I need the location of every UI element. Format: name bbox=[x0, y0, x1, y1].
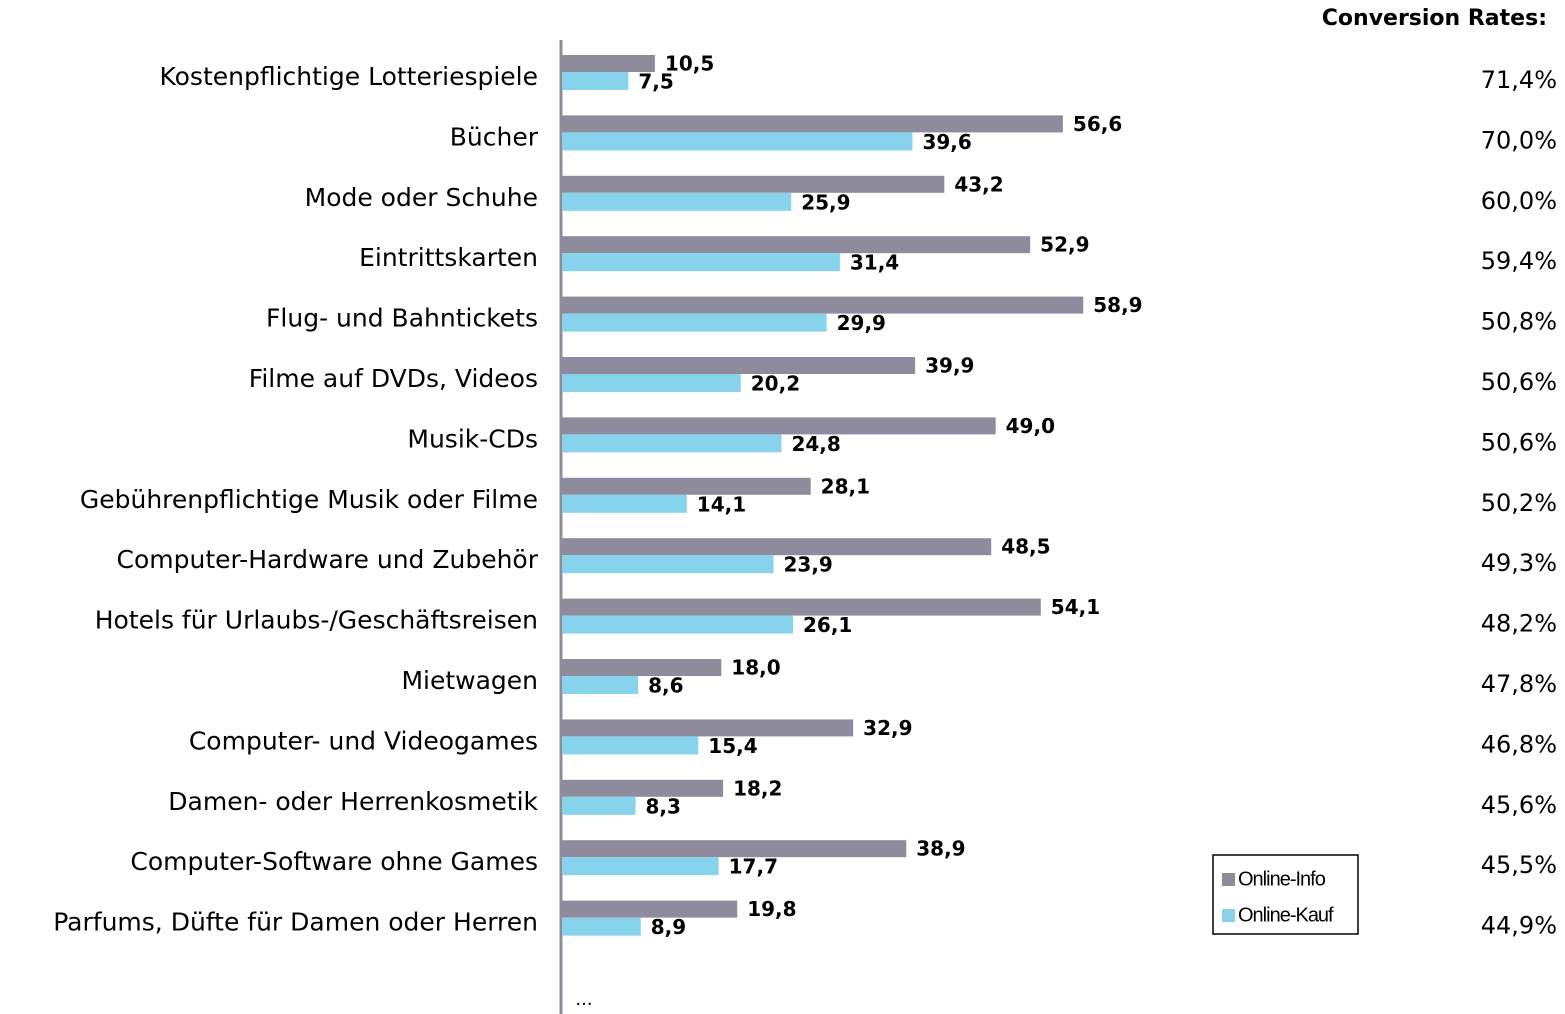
category-label: Filme auf DVDs, Videos bbox=[249, 364, 538, 393]
value-label: 8,9 bbox=[651, 915, 686, 939]
bar bbox=[562, 236, 1031, 254]
bar bbox=[562, 676, 639, 694]
value-label: 18,0 bbox=[731, 656, 780, 680]
bar bbox=[562, 175, 945, 193]
category-label: Kostenpflichtige Lotteriespiele bbox=[159, 62, 538, 91]
value-label: 31,4 bbox=[850, 251, 899, 275]
bar bbox=[562, 296, 1084, 314]
bar bbox=[562, 538, 992, 556]
bar bbox=[562, 357, 916, 374]
bar bbox=[562, 417, 996, 435]
value-label: 38,9 bbox=[916, 837, 965, 861]
value-label: 39,9 bbox=[925, 354, 974, 378]
legend-label: Online-Kauf bbox=[1238, 904, 1334, 926]
conversion-rate: 70,0% bbox=[1481, 126, 1557, 154]
category-label: Eintrittskarten bbox=[359, 243, 538, 272]
conversion-rate: 50,8% bbox=[1481, 308, 1557, 336]
category-label: Hotels für Urlaubs-/Geschäftsreisen bbox=[95, 606, 538, 635]
value-label: 52,9 bbox=[1040, 233, 1089, 257]
bar bbox=[562, 374, 741, 392]
bar bbox=[562, 192, 792, 211]
category-label: Computer- und Videogames bbox=[189, 726, 538, 755]
value-label: 20,2 bbox=[751, 372, 800, 396]
value-label: 14,1 bbox=[697, 492, 746, 516]
bar bbox=[562, 719, 854, 737]
category-label: Computer-Hardware und Zubehör bbox=[117, 545, 539, 574]
legend-label: Online-Info bbox=[1238, 868, 1326, 890]
bar bbox=[562, 313, 827, 332]
bar bbox=[562, 72, 629, 90]
bar bbox=[562, 55, 655, 72]
conversion-rate: 50,2% bbox=[1481, 489, 1557, 517]
conversion-rate: 47,8% bbox=[1481, 670, 1557, 698]
value-label: 43,2 bbox=[954, 172, 1003, 196]
bar bbox=[562, 477, 811, 495]
bar bbox=[562, 132, 913, 151]
value-label: 15,4 bbox=[708, 734, 757, 758]
bar bbox=[562, 555, 774, 574]
bar bbox=[562, 659, 722, 676]
bar bbox=[562, 434, 782, 453]
category-label: Damen- oder Herrenkosmetik bbox=[168, 787, 538, 816]
value-label: 10,5 bbox=[665, 52, 714, 76]
conversion-rate: 59,4% bbox=[1481, 247, 1557, 275]
value-label: 28,1 bbox=[821, 474, 870, 498]
rates-title: Conversion Rates: bbox=[1322, 6, 1547, 31]
category-label: Parfums, Düfte für Damen oder Herren bbox=[53, 908, 538, 937]
value-label: 58,9 bbox=[1093, 293, 1142, 317]
value-label: 8,3 bbox=[645, 794, 680, 818]
value-label: 32,9 bbox=[863, 716, 912, 740]
bar bbox=[562, 253, 840, 272]
bar bbox=[562, 736, 699, 755]
value-label: 8,6 bbox=[648, 674, 683, 698]
conversion-rate: 50,6% bbox=[1481, 428, 1557, 456]
conversion-rate: 60,0% bbox=[1481, 187, 1557, 215]
conversion-rate: 48,2% bbox=[1481, 610, 1557, 638]
legend-box bbox=[1212, 854, 1359, 935]
conversion-rate: 45,5% bbox=[1481, 851, 1557, 879]
category-label: Mietwagen bbox=[401, 666, 538, 695]
value-label: 7,5 bbox=[638, 70, 673, 94]
legend-swatch bbox=[1222, 873, 1235, 886]
value-label: 17,7 bbox=[729, 855, 778, 879]
bar bbox=[562, 857, 719, 876]
value-label: 39,6 bbox=[922, 130, 971, 154]
bar bbox=[562, 917, 641, 936]
category-label: Musik-CDs bbox=[407, 424, 538, 453]
bar bbox=[562, 779, 724, 797]
value-label: 56,6 bbox=[1073, 112, 1122, 136]
bar bbox=[562, 615, 793, 634]
annotation: ... bbox=[576, 989, 593, 1010]
conversion-rate: 49,3% bbox=[1481, 549, 1557, 577]
bar bbox=[562, 840, 907, 858]
bar bbox=[562, 796, 636, 815]
category-label: Mode oder Schuhe bbox=[305, 183, 538, 212]
bar bbox=[562, 900, 738, 918]
bar bbox=[562, 115, 1063, 133]
category-label: Bücher bbox=[450, 122, 539, 151]
category-label: Flug- und Bahntickets bbox=[266, 304, 538, 333]
value-label: 26,1 bbox=[803, 613, 852, 637]
bar bbox=[562, 494, 687, 513]
value-label: 24,8 bbox=[791, 432, 840, 456]
value-label: 29,9 bbox=[837, 311, 886, 335]
conversion-rate: 50,6% bbox=[1481, 368, 1557, 396]
value-label: 18,2 bbox=[733, 776, 782, 800]
value-label: 19,8 bbox=[747, 897, 796, 921]
bar bbox=[562, 598, 1041, 616]
value-label: 25,9 bbox=[801, 190, 850, 214]
value-label: 48,5 bbox=[1001, 535, 1050, 559]
legend-swatch bbox=[1222, 909, 1235, 922]
value-label: 49,0 bbox=[1006, 414, 1055, 438]
conversion-rate: 46,8% bbox=[1481, 730, 1557, 758]
category-label: Computer-Software ohne Games bbox=[130, 847, 538, 876]
conversion-rate: 45,6% bbox=[1481, 791, 1557, 819]
value-label: 54,1 bbox=[1051, 595, 1100, 619]
category-label: Gebührenpflichtige Musik oder Filme bbox=[80, 485, 538, 514]
value-label: 23,9 bbox=[784, 553, 833, 577]
conversion-rate: 71,4% bbox=[1481, 66, 1557, 94]
conversion-rate: 44,9% bbox=[1481, 912, 1557, 940]
